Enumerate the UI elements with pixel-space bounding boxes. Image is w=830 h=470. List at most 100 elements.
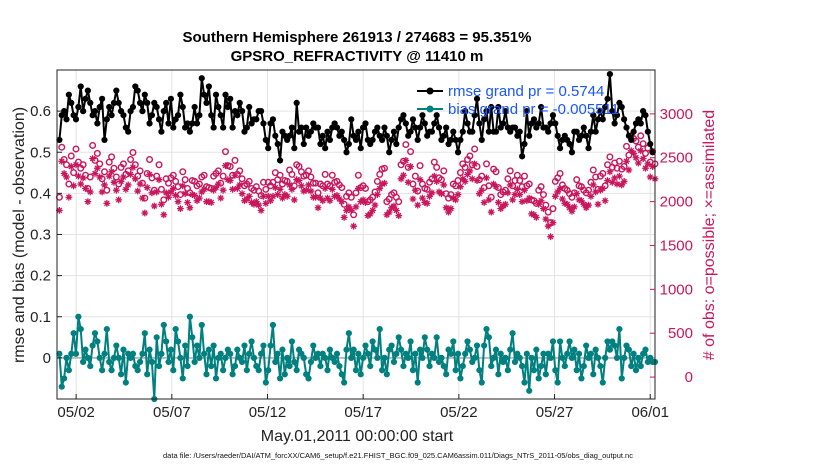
bias-point: [158, 350, 165, 357]
bias-point: [141, 330, 148, 337]
rmse-point: [148, 112, 156, 119]
obs-assimilated-point: [298, 182, 305, 190]
bias-point: [471, 354, 478, 361]
rmse-point: [317, 140, 324, 148]
rmse-point: [431, 120, 438, 127]
rmse-point: [419, 112, 426, 119]
bias-point: [485, 334, 492, 341]
obs-assimilated-point: [518, 198, 526, 205]
x-tick-label: 05/02: [57, 404, 95, 421]
obs-assimilated-point: [468, 175, 476, 183]
bias-point: [91, 330, 99, 337]
obs-assimilated-point: [286, 181, 293, 189]
obs-assimilated-point: [554, 188, 562, 196]
rmse-point: [113, 87, 120, 94]
obs-assimilated-point: [566, 204, 573, 212]
bias-point: [599, 379, 606, 386]
bias-point: [300, 354, 307, 361]
rmse-point: [485, 128, 492, 135]
obs-assimilated-point: [139, 194, 146, 202]
obs-assimilated-point: [530, 211, 538, 219]
y-left-tick-label: 0.6: [30, 103, 51, 120]
bias-point: [476, 367, 483, 374]
bias-point: [212, 375, 220, 382]
chart-subtitle: GPSRO_REFRACTIVITY @ 11410 m: [231, 48, 484, 65]
obs-possible-point: [283, 177, 291, 185]
rmse-point: [644, 128, 651, 135]
obs-assimilated-point: [559, 195, 566, 203]
obs-possible-series: [55, 132, 659, 227]
rmse-point: [91, 108, 99, 115]
obs-assimilated-point: [400, 171, 407, 179]
obs-assimilated-point: [312, 193, 320, 201]
obs-assimilated-point: [267, 197, 274, 205]
obs-assimilated-point: [442, 204, 450, 212]
bias-point: [464, 338, 471, 345]
bias-point: [276, 375, 284, 382]
rmse-point: [108, 112, 115, 119]
rmse-point: [566, 140, 573, 148]
x-tick-label: 05/12: [249, 404, 287, 421]
bias-point: [613, 354, 621, 361]
x-tick-label: 05/17: [344, 404, 382, 421]
obs-assimilated-point: [381, 179, 388, 187]
obs-assimilated-point: [592, 188, 600, 196]
obs-possible-point: [119, 160, 127, 168]
y-right-tick-label: 500: [668, 325, 693, 342]
obs-possible-point: [219, 172, 227, 180]
obs-possible-point: [110, 164, 118, 172]
obs-assimilated-point: [321, 185, 329, 192]
obs-assimilated-point: [419, 194, 426, 202]
rmse-point: [198, 75, 205, 82]
rmse-point: [72, 116, 80, 123]
rmse-point: [110, 99, 118, 106]
bias-point: [255, 367, 262, 374]
rmse-point: [205, 83, 212, 90]
rmse-point: [623, 124, 630, 131]
obs-assimilated-point: [639, 155, 647, 163]
obs-possible-point: [639, 140, 647, 148]
x-axis-label: May.01,2011 00:00:00 start: [261, 428, 454, 445]
obs-assimilated-point: [317, 194, 324, 202]
bias-point: [63, 354, 70, 361]
obs-assimilated-point: [191, 192, 199, 199]
obs-assimilated-point: [60, 170, 68, 177]
bias-point: [352, 367, 360, 374]
legend-bias-marker: [426, 105, 434, 113]
bias-point: [182, 342, 189, 349]
rmse-point: [115, 99, 122, 106]
obs-assimilated-point: [430, 172, 438, 180]
obs-assimilated-point: [141, 209, 149, 217]
obs-assimilated-point: [129, 163, 137, 171]
rmse-point: [243, 124, 250, 131]
rmse-point: [459, 128, 466, 135]
bias-point: [364, 350, 371, 357]
bias-point: [165, 358, 172, 366]
bias-point: [115, 354, 122, 361]
bias-point: [611, 342, 618, 349]
bias-point: [542, 371, 549, 378]
bias-point: [144, 371, 151, 378]
rmse-point: [208, 112, 215, 119]
obs-assimilated-point: [288, 185, 296, 193]
bias-point: [580, 363, 587, 370]
obs-assimilated-point: [115, 196, 123, 204]
bias-point: [561, 363, 568, 370]
obs-assimilated-point: [513, 185, 521, 193]
rmse-point: [239, 108, 246, 115]
bias-point: [635, 354, 642, 361]
rmse-point: [502, 108, 509, 115]
obs-assimilated-point: [362, 199, 369, 206]
obs-assimilated-point: [293, 176, 301, 184]
obs-assimilated-point: [103, 199, 111, 207]
bias-point: [65, 367, 72, 374]
y-left-tick-label: 0.1: [30, 309, 51, 326]
rmse-point: [464, 120, 471, 127]
legend-bias-label: bias grand pr = -0.005511: [448, 101, 619, 118]
obs-assimilated-point: [58, 157, 66, 165]
obs-possible-point: [620, 163, 628, 171]
obs-assimilated-point: [594, 200, 602, 208]
rmse-point: [585, 145, 592, 152]
obs-assimilated-point: [587, 192, 595, 200]
